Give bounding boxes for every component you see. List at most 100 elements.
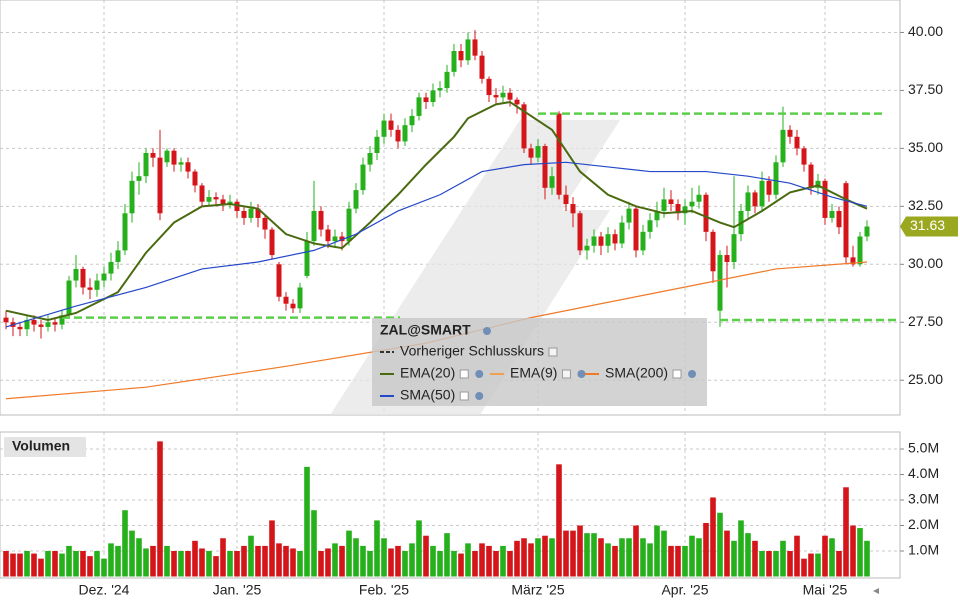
candle-body bbox=[794, 136, 800, 149]
volume-bar bbox=[304, 466, 310, 577]
candle-body bbox=[101, 273, 107, 281]
volume-bar bbox=[59, 553, 65, 577]
volume-bar bbox=[612, 545, 618, 577]
info-icon[interactable] bbox=[483, 327, 491, 335]
volume-bar bbox=[38, 558, 44, 577]
volume-bar bbox=[528, 543, 534, 577]
volume-bar bbox=[52, 551, 58, 577]
indicator-line bbox=[5, 161, 868, 328]
candle-body bbox=[549, 176, 555, 188]
candle-body bbox=[136, 176, 142, 181]
candle-body bbox=[3, 317, 9, 323]
candle-body bbox=[542, 146, 548, 188]
candle-body bbox=[199, 185, 205, 202]
volume-bar bbox=[479, 543, 485, 577]
candle-body bbox=[17, 326, 23, 330]
candle-body bbox=[402, 125, 408, 142]
candle-body bbox=[759, 180, 765, 207]
candle-body bbox=[640, 231, 646, 251]
volume-bar bbox=[353, 538, 359, 577]
volume-bar bbox=[661, 530, 667, 577]
candle-body bbox=[276, 264, 282, 297]
candle-body bbox=[423, 97, 429, 103]
indicator-line bbox=[5, 100, 868, 321]
candle-body bbox=[164, 150, 170, 163]
legend-toggle[interactable] bbox=[459, 391, 469, 401]
volume-bar bbox=[178, 551, 184, 577]
candle-body bbox=[752, 192, 758, 207]
volume-bar bbox=[773, 551, 779, 577]
volume-bar bbox=[570, 530, 576, 577]
volume-bar bbox=[80, 551, 86, 577]
volume-bar bbox=[122, 510, 128, 577]
legend-toggle[interactable] bbox=[672, 369, 682, 379]
volume-bar bbox=[857, 528, 863, 577]
volume-bar bbox=[591, 533, 597, 577]
volume-bar bbox=[619, 538, 625, 577]
volume-bar bbox=[213, 556, 219, 577]
volume-bar bbox=[465, 543, 471, 577]
candle-body bbox=[255, 208, 261, 218]
candle-body bbox=[52, 322, 58, 325]
volume-bar bbox=[668, 545, 674, 577]
scroll-arrow[interactable] bbox=[873, 588, 879, 594]
candle-body bbox=[507, 92, 513, 100]
candle-body bbox=[339, 236, 345, 242]
volume-bar bbox=[703, 522, 709, 577]
legend-settings[interactable] bbox=[475, 392, 484, 400]
volume-bar bbox=[381, 538, 387, 577]
volume-bar bbox=[507, 551, 513, 577]
candle-body bbox=[675, 204, 681, 214]
candle-body bbox=[528, 148, 534, 158]
legend-label: Vorheriger Schlusskurs bbox=[400, 343, 544, 359]
candle-body bbox=[143, 153, 149, 177]
candle-body bbox=[493, 95, 499, 98]
legend-settings[interactable] bbox=[577, 370, 586, 378]
volume-bar bbox=[234, 551, 240, 577]
candle-body bbox=[766, 180, 772, 195]
volume-bar bbox=[276, 543, 282, 577]
x-tick-label: Apr. '25 bbox=[661, 582, 708, 598]
candle-body bbox=[66, 280, 72, 316]
volume-bar bbox=[388, 548, 394, 577]
volume-bar bbox=[738, 520, 744, 577]
x-tick-label: Feb. '25 bbox=[359, 582, 409, 598]
volume-bar bbox=[766, 551, 772, 577]
y-tick-label: 30.00 bbox=[908, 255, 943, 271]
y-tick-label: 4.0M bbox=[908, 465, 939, 481]
candle-body bbox=[661, 199, 667, 211]
candle-body bbox=[220, 199, 226, 205]
legend-toggle[interactable] bbox=[548, 347, 558, 357]
volume-bar bbox=[220, 538, 226, 577]
legend-toggle[interactable] bbox=[561, 369, 571, 379]
volume-bar bbox=[577, 525, 583, 577]
candle-body bbox=[654, 210, 660, 221]
volume-bar bbox=[66, 545, 72, 577]
volume-bar bbox=[227, 551, 233, 577]
candle-body bbox=[122, 213, 128, 251]
candle-body bbox=[472, 39, 478, 56]
volume-bar bbox=[710, 497, 716, 577]
volume-bar bbox=[605, 543, 611, 577]
candle-body bbox=[45, 322, 51, 327]
candle-body bbox=[801, 148, 807, 165]
candle-body bbox=[171, 150, 177, 165]
plot bbox=[3, 30, 897, 577]
x-tick-label: Jan. '25 bbox=[213, 582, 262, 598]
legend-settings[interactable] bbox=[475, 370, 484, 378]
y-tick-label: 35.00 bbox=[908, 139, 943, 155]
y-tick-label: 37.50 bbox=[908, 81, 943, 97]
volume-title-box bbox=[4, 437, 86, 457]
candle-body bbox=[444, 71, 450, 89]
legend-title: ZAL@SMART bbox=[380, 322, 471, 338]
volume-bar bbox=[549, 538, 555, 577]
volume-bar bbox=[395, 545, 401, 577]
candle-body bbox=[612, 234, 618, 244]
candle-body bbox=[787, 129, 793, 137]
legend-settings[interactable] bbox=[688, 370, 697, 378]
y-tick-label: 40.00 bbox=[908, 23, 943, 39]
legend-toggle[interactable] bbox=[459, 369, 469, 379]
candle-body bbox=[206, 197, 212, 202]
candle-body bbox=[157, 157, 163, 214]
